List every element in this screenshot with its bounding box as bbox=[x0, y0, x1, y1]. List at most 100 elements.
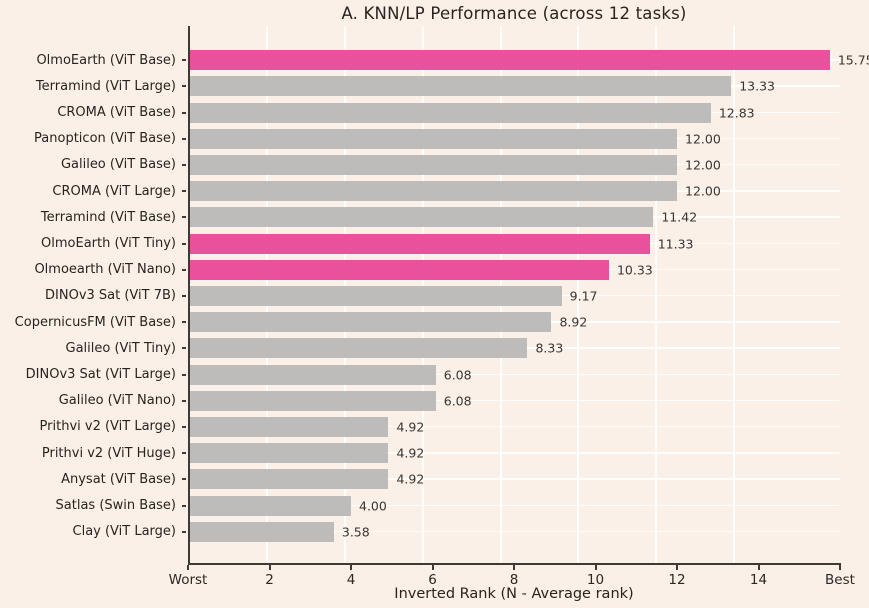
vertical-gridline bbox=[733, 26, 736, 563]
y-axis-label: CROMA (ViT Large) bbox=[52, 183, 176, 199]
bar-value-label: 4.92 bbox=[396, 471, 425, 487]
y-tick-mark bbox=[182, 59, 186, 62]
bar-row: CROMA (ViT Base) 12.83 bbox=[0, 99, 840, 125]
bar-zone: 3.58 bbox=[188, 519, 840, 545]
bar bbox=[188, 521, 334, 542]
bar-value-label: 6.08 bbox=[443, 393, 472, 409]
bar-zone: 10.33 bbox=[188, 257, 840, 283]
y-tick-mark bbox=[182, 452, 186, 455]
bar bbox=[188, 416, 389, 437]
plot-area: OlmoEarth (ViT Base) 15.75 Terramind (Vi… bbox=[0, 26, 869, 565]
y-axis-label: CROMA (ViT Base) bbox=[57, 105, 176, 120]
bar bbox=[188, 50, 830, 71]
y-tick-mark bbox=[182, 111, 186, 114]
bar-row: Galileo (ViT Base) 12.00 bbox=[0, 152, 840, 178]
y-axis-label: Clay (ViT Large) bbox=[72, 524, 177, 540]
bar bbox=[188, 390, 436, 411]
x-axis-title: Inverted Rank (N - Average rank) bbox=[394, 586, 634, 602]
y-tick-mark bbox=[182, 321, 186, 324]
bar-row: Terramind (ViT Large) 13.33 bbox=[0, 73, 840, 99]
bar-row: Clay (ViT Large) 3.58 bbox=[0, 519, 840, 545]
y-axis-label: OlmoEarth (ViT Base) bbox=[36, 52, 176, 68]
x-tick-mark bbox=[839, 565, 841, 570]
x-tick-label: 10 bbox=[586, 572, 605, 588]
y-axis-label: Panopticon (ViT Base) bbox=[34, 131, 176, 147]
x-tick-mark bbox=[268, 565, 271, 570]
y-tick-mark bbox=[182, 504, 186, 507]
bar-zone: 8.92 bbox=[188, 309, 840, 335]
chart-title: A. KNN/LP Performance (across 12 tasks) bbox=[341, 4, 687, 23]
bar bbox=[188, 207, 654, 228]
bar-zone: 15.75 bbox=[188, 47, 869, 73]
x-axis-spine bbox=[188, 563, 841, 565]
bar-zone: 9.17 bbox=[188, 283, 840, 309]
bar bbox=[188, 364, 436, 385]
bar-row: Terramind (ViT Base) 11.42 bbox=[0, 204, 840, 230]
bar-row: Satlas (Swin Base) 4.00 bbox=[0, 492, 840, 518]
bar-row: Olmoearth (ViT Nano) 10.33 bbox=[0, 257, 840, 283]
y-axis-label: CopernicusFM (ViT Base) bbox=[14, 314, 176, 330]
bar bbox=[188, 469, 389, 490]
bar-value-label: 13.33 bbox=[739, 78, 775, 94]
horizontal-gridline bbox=[188, 373, 840, 376]
bar-row: CROMA (ViT Large) 12.00 bbox=[0, 178, 840, 204]
y-tick-mark bbox=[182, 190, 186, 193]
bar-row: CopernicusFM (ViT Base) 8.92 bbox=[0, 309, 840, 335]
bar-zone: 12.00 bbox=[188, 126, 840, 152]
bar-value-label: 10.33 bbox=[616, 262, 653, 278]
y-tick-mark bbox=[182, 137, 186, 140]
bar bbox=[188, 128, 677, 149]
x-tick-label: 8 bbox=[509, 572, 519, 588]
bar bbox=[188, 338, 528, 359]
horizontal-gridline bbox=[188, 399, 840, 402]
y-tick-mark bbox=[182, 530, 186, 533]
y-axis-label: Galileo (ViT Tiny) bbox=[65, 340, 176, 356]
y-axis-label: DINOv3 Sat (ViT 7B) bbox=[45, 288, 176, 304]
x-tick-label: Worst bbox=[168, 572, 208, 588]
bar-value-label: 12.00 bbox=[685, 183, 721, 199]
bar-value-label: 8.92 bbox=[559, 314, 588, 330]
bar-value-label: 8.33 bbox=[535, 340, 564, 356]
y-tick-mark bbox=[182, 373, 186, 376]
y-axis-label: Galileo (ViT Nano) bbox=[58, 393, 176, 409]
y-axis-spine bbox=[188, 26, 190, 563]
x-tick-label: 6 bbox=[428, 572, 437, 588]
x-tick-mark bbox=[676, 565, 678, 570]
bar-zone: 6.08 bbox=[188, 388, 840, 414]
bar-value-label: 11.42 bbox=[661, 209, 698, 225]
bar bbox=[188, 312, 552, 333]
bar-zone: 11.33 bbox=[188, 230, 840, 256]
vertical-gridline bbox=[655, 26, 658, 563]
y-axis-label: Prithvi v2 (ViT Large) bbox=[39, 419, 176, 435]
bar-row: Anysat (ViT Base) 4.92 bbox=[0, 466, 840, 492]
bar bbox=[188, 285, 562, 306]
y-axis-label: Olmoearth (ViT Nano) bbox=[34, 262, 176, 278]
bar bbox=[188, 154, 677, 175]
bar-value-label: 4.92 bbox=[396, 419, 425, 435]
horizontal-gridline bbox=[188, 478, 840, 480]
bar-row: Galileo (ViT Nano) 6.08 bbox=[0, 388, 840, 414]
rows: OlmoEarth (ViT Base) 15.75 Terramind (Vi… bbox=[0, 26, 869, 563]
bar-value-label: 15.75 bbox=[837, 52, 869, 68]
bar-row: DINOv3 Sat (ViT 7B) 9.17 bbox=[0, 283, 840, 309]
horizontal-gridline bbox=[188, 530, 840, 533]
horizontal-gridline bbox=[188, 452, 840, 454]
x-tick-mark bbox=[431, 565, 434, 570]
bar bbox=[188, 443, 389, 464]
bar-row: DINOv3 Sat (ViT Large) 6.08 bbox=[0, 361, 840, 387]
y-axis-label: Terramind (ViT Base) bbox=[40, 209, 176, 225]
x-tick-label: 2 bbox=[265, 572, 274, 588]
bar-value-label: 9.17 bbox=[569, 288, 598, 304]
bar-value-label: 12.00 bbox=[685, 131, 721, 147]
bar-zone: 4.00 bbox=[188, 492, 840, 518]
x-tick-mark bbox=[757, 565, 760, 570]
horizontal-gridline bbox=[188, 425, 840, 428]
y-tick-mark bbox=[182, 294, 186, 297]
bar-value-label: 12.00 bbox=[685, 157, 721, 173]
bar-value-label: 12.83 bbox=[718, 105, 755, 120]
bar-value-label: 4.00 bbox=[359, 498, 387, 514]
bar-zone: 13.33 bbox=[188, 73, 840, 99]
bar-row: Panopticon (ViT Base) 12.00 bbox=[0, 126, 840, 152]
bar-zone: 4.92 bbox=[188, 440, 840, 466]
y-axis-label: Anysat (ViT Base) bbox=[61, 471, 176, 487]
